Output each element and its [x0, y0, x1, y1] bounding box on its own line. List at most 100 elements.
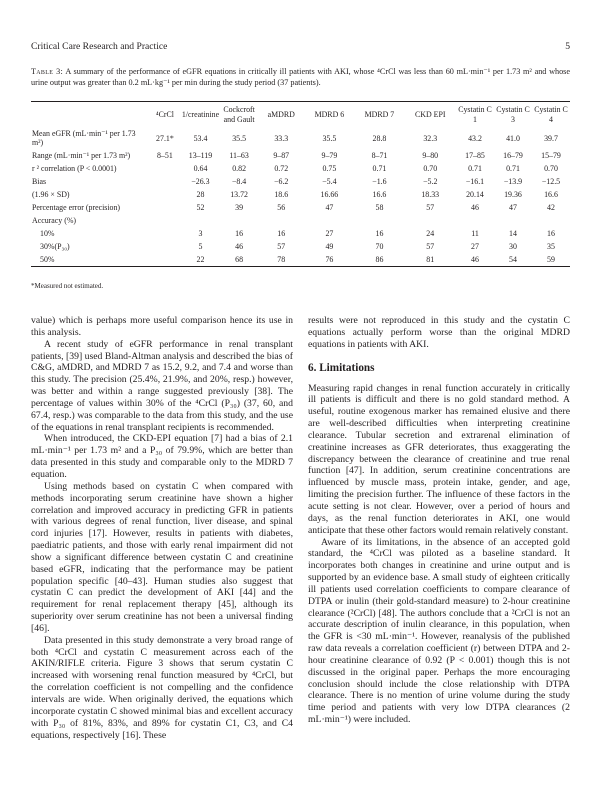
- column-header: MDRD 6: [314, 109, 345, 119]
- page-number: 5: [565, 41, 570, 52]
- table-cell: 16.6: [544, 190, 558, 200]
- table-cell: 9–79: [321, 151, 338, 161]
- paragraph: results were not reproduced in this stud…: [308, 315, 570, 350]
- row-label: Accuracy (%): [32, 216, 77, 226]
- table-cell: 76: [325, 255, 334, 265]
- table-cell: 20.14: [466, 190, 484, 200]
- table-cell: 86: [375, 255, 384, 265]
- table-row: 30%(P₃₀) 5 46 57 49 70 57 27 30 35: [31, 241, 570, 254]
- table-cell: 52: [196, 203, 205, 213]
- table-cell: −16.1: [465, 177, 485, 187]
- column-header: Cystatin C 3: [496, 105, 530, 124]
- table-body: Mean eGFR (mL·min⁻¹ per 1.73 m²) 27.1* 53.…: [31, 127, 570, 267]
- paragraph: Using methods based on cystatin C when c…: [31, 480, 293, 634]
- table-cell: 47: [509, 203, 517, 213]
- table-cell: 47: [325, 203, 334, 213]
- table-cell: 68: [235, 255, 244, 265]
- table-row: 10% 3 16 16 27 16 24 11 14 16: [31, 228, 570, 241]
- table-cell: 0.64: [193, 164, 208, 174]
- table-cell: [149, 228, 181, 241]
- table-cell: 30: [509, 242, 517, 252]
- paragraph: Data presented in this study demonstrate…: [31, 634, 293, 741]
- table-cell: −5.4: [322, 177, 337, 187]
- journal-title: Critical Care Research and Practice: [31, 41, 168, 52]
- header-blank: [31, 102, 149, 128]
- table-cell: 33.3: [274, 133, 289, 143]
- table-cell: [304, 215, 354, 228]
- table-row: (1.96 × SD) 28 13.72 18.6 16.66 16.6 18.33 20.1…: [31, 189, 570, 202]
- table-cell: 28.8: [372, 133, 387, 143]
- table-cell: 13.72: [230, 190, 248, 200]
- table-cell: 57: [426, 203, 435, 213]
- table-cell: −13.9: [503, 177, 523, 187]
- table-cell: 16: [547, 229, 555, 239]
- table-cell: 16: [375, 229, 384, 239]
- table-cell: [354, 215, 404, 228]
- table-cell: 9–80: [422, 151, 439, 161]
- table-cell: [149, 189, 181, 202]
- column-header: Cystatin C 1: [458, 105, 492, 124]
- row-label: r ² correlation (P < 0.0001): [32, 164, 117, 174]
- table-row: Bias −26.3 −8.4 −6.2 −5.4 −1.6 −5.2 −16.1 −13.9 −…: [31, 176, 570, 189]
- table-cell: 9–87: [273, 151, 290, 161]
- table-cell: 54: [509, 255, 517, 265]
- table-cell: 78: [277, 255, 286, 265]
- table-cell: [149, 163, 181, 176]
- table-cell: 46: [471, 203, 479, 213]
- table-cell: 17–85: [465, 151, 485, 161]
- table-cell: −12.5: [541, 177, 561, 187]
- table-cell: [149, 254, 181, 267]
- table-cell: 3: [198, 229, 203, 239]
- running-header: Critical Care Research and Practice 5: [31, 41, 570, 52]
- paragraph: Aware of its limitations, in the absence…: [308, 536, 570, 726]
- column-header: 1/creatinine: [181, 109, 220, 119]
- table-cell: 59: [547, 255, 555, 265]
- table-cell: 16: [277, 229, 286, 239]
- table-cell: 56: [277, 203, 286, 213]
- table-cell: 35.5: [232, 133, 247, 143]
- table-cell: [258, 215, 304, 228]
- table-row: Mean eGFR (mL·min⁻¹ per 1.73 m²) 27.1* 53.…: [31, 127, 570, 150]
- table-cell: [220, 215, 258, 228]
- table-cell: 0.72: [274, 164, 289, 174]
- table-label: Table 3:: [31, 67, 64, 76]
- table-cell: −6.2: [274, 177, 289, 187]
- table-cell: 27: [471, 242, 479, 252]
- table-cell: 18.6: [274, 190, 289, 200]
- table-cell: 39.7: [544, 133, 558, 143]
- column-header: aMDRD: [267, 109, 295, 119]
- table-footnote: *Measured not estimated.: [31, 282, 104, 290]
- table-cell: 0.71: [506, 164, 520, 174]
- table-row: Accuracy (%): [31, 215, 570, 228]
- table-cell: 35: [547, 242, 555, 252]
- table-cell: −8.4: [231, 177, 247, 187]
- table-cell: [149, 241, 181, 254]
- table-cell: 0.70: [544, 164, 558, 174]
- section-body: Measuring rapid changes in renal functio…: [308, 383, 570, 726]
- table-cell: [149, 215, 181, 228]
- paragraph: Measuring rapid changes in renal functio…: [308, 382, 570, 536]
- table-cell: 43.2: [468, 133, 482, 143]
- table-cell: 0.75: [322, 164, 337, 174]
- row-label: Range (mL·min⁻¹ per 1.73 m²): [32, 151, 131, 161]
- table-cell: 39: [235, 203, 244, 213]
- results-table: ⁴CrCl 1/creatinine Cockcroft and Gault aMDR…: [31, 101, 570, 268]
- row-label: Bias: [32, 177, 47, 187]
- table-cell: 28: [196, 190, 205, 200]
- table-cell: −5.2: [423, 177, 438, 187]
- column-header: Cockcroft and Gault: [223, 105, 255, 124]
- table-cell: 22: [196, 255, 205, 265]
- table-cell: −1.6: [372, 177, 387, 187]
- table-cell: 5: [198, 242, 203, 252]
- table-cell: 0.70: [423, 164, 438, 174]
- table-cell: 24: [426, 229, 435, 239]
- row-label: 50%: [40, 255, 55, 265]
- table-cell: 53.4: [193, 133, 208, 143]
- table-header-row: ⁴CrCl 1/creatinine Cockcroft and Gault aMDR…: [31, 102, 570, 128]
- table-cell: 16–79: [503, 151, 523, 161]
- table-cell: 49: [325, 242, 334, 252]
- table-cell: 81: [426, 255, 435, 265]
- table-cell: 16.66: [320, 190, 339, 200]
- table-cell: 15–79: [541, 151, 561, 161]
- row-label: 10%: [40, 229, 55, 239]
